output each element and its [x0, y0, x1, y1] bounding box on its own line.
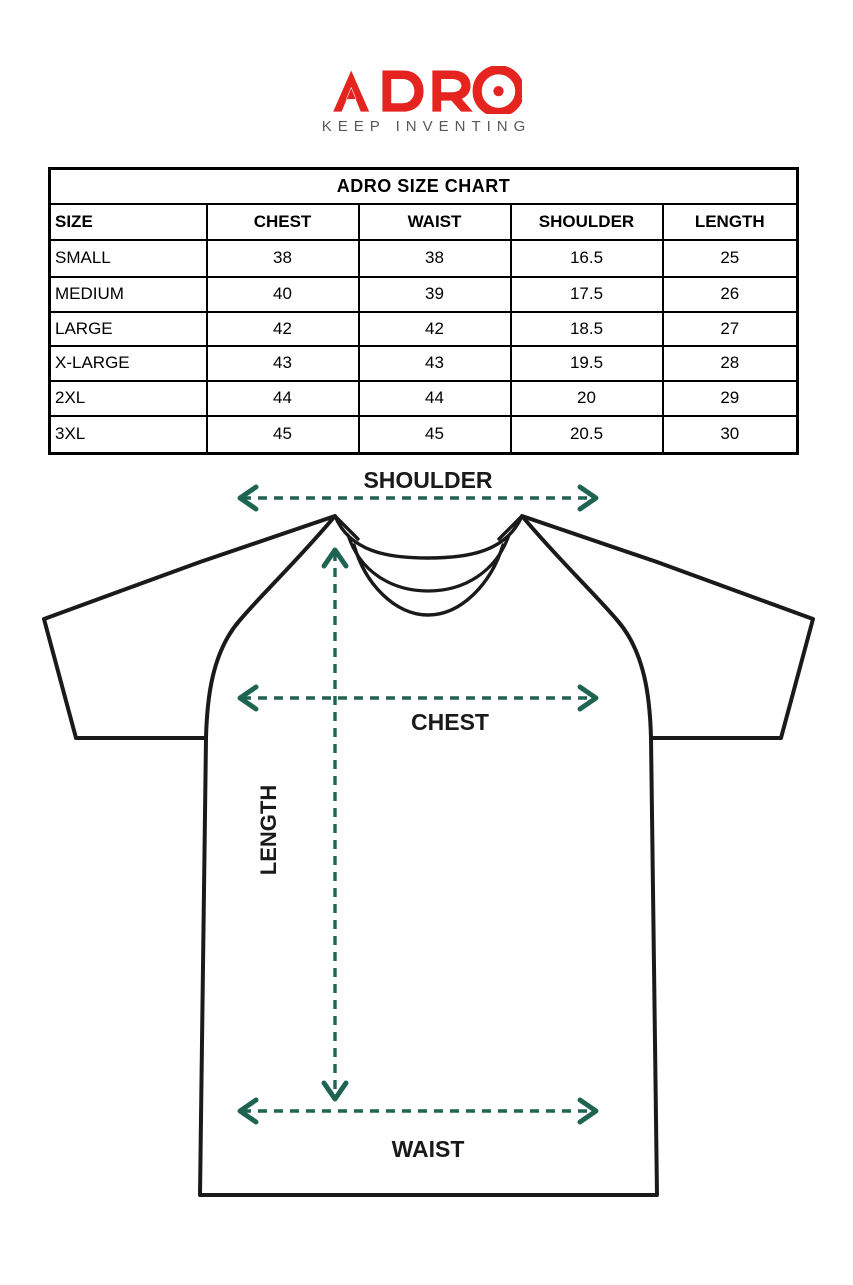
- svg-text:WAIST: WAIST: [392, 1136, 465, 1162]
- svg-text:LENGTH: LENGTH: [256, 785, 281, 875]
- svg-text:SHOULDER: SHOULDER: [363, 467, 492, 493]
- svg-text:CHEST: CHEST: [411, 709, 489, 735]
